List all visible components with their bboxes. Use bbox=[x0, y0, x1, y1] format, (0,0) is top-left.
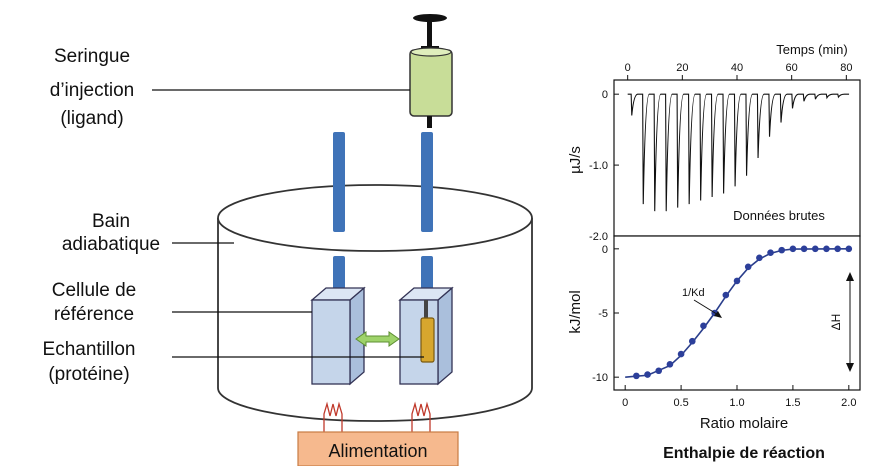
raw-data-x-tick-label: 20 bbox=[676, 62, 688, 74]
integrated-data-point bbox=[778, 246, 786, 254]
raw-data-x-tick-label: 0 bbox=[625, 62, 631, 74]
integrated-points bbox=[633, 245, 853, 380]
raw-data-x-tick-label: 40 bbox=[731, 62, 743, 74]
integrated-y-tick-label: -10 bbox=[592, 372, 608, 384]
integrated-panel: Ratio molaire kJ/mol Enthalpie de réacti… bbox=[567, 235, 861, 462]
reference-label-line1: Cellule de bbox=[52, 280, 137, 301]
bath-label-line2: adiabatique bbox=[62, 234, 160, 255]
double-arrow-shape bbox=[355, 331, 400, 347]
sample-tube-upper bbox=[421, 132, 433, 232]
raw-data-y-ticks: 0 -1.0 -2.0 bbox=[589, 89, 619, 243]
integrated-x-tick-label: 1.5 bbox=[785, 397, 800, 409]
sample-cell-side bbox=[437, 286, 453, 386]
sample-label-line2: (protéine) bbox=[48, 364, 129, 385]
integrated-data-point bbox=[700, 322, 707, 330]
integrated-y-tick-label: -5 bbox=[598, 308, 608, 320]
integrated-x-tick-label: 2.0 bbox=[841, 397, 856, 409]
bath-wall bbox=[217, 218, 533, 422]
integrated-x-tick-label: 0 bbox=[622, 397, 628, 409]
itc-charts: Temps (min) µJ/s Données brutes 0 20 40 60 8… bbox=[567, 42, 861, 462]
raw-data-x-tick-label: 80 bbox=[840, 62, 852, 74]
integrated-data-point bbox=[767, 249, 774, 256]
syringe-plunger-rod bbox=[427, 18, 432, 48]
heater-wires bbox=[323, 401, 431, 432]
integrated-data-point bbox=[666, 361, 674, 368]
integrated-x-tick-label: 1.0 bbox=[729, 397, 744, 409]
sample-label-line1: Echantillon bbox=[43, 339, 136, 360]
integrated-data-point bbox=[733, 277, 741, 285]
integrated-frame bbox=[613, 235, 861, 391]
delta-h-arrow-top bbox=[846, 272, 854, 281]
integrated-x-axis-title: Ratio molaire bbox=[700, 415, 788, 432]
syringe-barrel-top bbox=[410, 47, 452, 57]
syringe-label-line2: d’injection bbox=[50, 80, 135, 101]
integrated-data-point bbox=[722, 291, 730, 299]
raw-data-x-tick-label: 60 bbox=[786, 62, 798, 74]
itc-apparatus-diagram: Alimentation Seringue d’injection (ligan… bbox=[43, 14, 533, 466]
integrated-data-point bbox=[688, 337, 696, 345]
syringe-needle-hub bbox=[427, 116, 432, 128]
integrated-data-point bbox=[677, 350, 685, 358]
syringe-label-line1: Seringue bbox=[54, 46, 130, 67]
reference-tube-lower bbox=[333, 256, 345, 296]
integrated-x-ticks: 0 0.5 1.0 1.5 2.0 bbox=[622, 385, 856, 409]
delta-h-annotation: ΔH bbox=[829, 314, 843, 331]
syringe-barrel bbox=[409, 49, 453, 117]
raw-data-y-axis-title: µJ/s bbox=[567, 146, 584, 174]
raw-data-y-tick-label: -2.0 bbox=[589, 231, 608, 243]
power-supply-box bbox=[297, 431, 459, 466]
injection-syringe bbox=[409, 14, 453, 128]
integrated-data-point bbox=[756, 254, 763, 262]
reference-cell-front bbox=[311, 299, 351, 385]
bath-rim bbox=[217, 184, 533, 252]
integrated-y-tick-label: 0 bbox=[602, 244, 608, 256]
reference-tube-upper bbox=[333, 132, 345, 232]
reference-heater-wire bbox=[323, 401, 343, 432]
heat-exchange-arrow bbox=[355, 331, 400, 347]
delta-h-arrow-bottom bbox=[846, 363, 854, 372]
sample-cell bbox=[398, 286, 454, 386]
adiabatic-bath bbox=[217, 184, 533, 422]
kd-arrow-line bbox=[693, 299, 721, 317]
integrated-data-point bbox=[834, 245, 841, 253]
integrated-x-tick-label: 0.5 bbox=[673, 397, 688, 409]
raw-data-annotation: Données brutes bbox=[733, 208, 825, 223]
integrated-data-point bbox=[789, 245, 797, 253]
leader-lines bbox=[152, 89, 424, 358]
integrated-data-point bbox=[655, 367, 663, 375]
reference-label-line2: référence bbox=[54, 304, 134, 325]
integrated-data-point bbox=[823, 245, 830, 253]
bath-label-line1: Bain bbox=[92, 211, 130, 232]
integrated-data-point bbox=[644, 371, 651, 378]
sample-heater-wire bbox=[411, 401, 431, 432]
kd-annotation: 1/Kd bbox=[682, 287, 705, 299]
integrated-data-point bbox=[744, 263, 752, 271]
power-supply-label: Alimentation bbox=[328, 441, 427, 461]
integrated-data-point bbox=[845, 245, 853, 253]
integrated-y-ticks: 0 -5 -10 bbox=[592, 244, 619, 384]
integrated-data-point bbox=[633, 372, 640, 380]
integrated-data-point bbox=[811, 245, 819, 253]
integrated-data-point bbox=[800, 245, 808, 253]
integrated-y-axis-title: kJ/mol bbox=[567, 290, 584, 333]
syringe-needle bbox=[424, 300, 428, 320]
raw-data-trace-line bbox=[627, 93, 850, 212]
sample-sensor bbox=[420, 317, 435, 363]
raw-data-x-axis-title: Temps (min) bbox=[776, 42, 848, 57]
sample-tube-lower bbox=[421, 256, 433, 296]
kd-arrow-head bbox=[714, 311, 722, 318]
raw-data-y-tick-label: -1.0 bbox=[589, 160, 608, 172]
raw-data-panel: Temps (min) µJ/s Données brutes 0 20 40 60 8… bbox=[567, 42, 861, 243]
integrated-chart-title: Enthalpie de réaction bbox=[663, 445, 825, 462]
reference-cell bbox=[310, 286, 366, 386]
raw-data-trace bbox=[627, 93, 850, 212]
syringe-label-line3: (ligand) bbox=[60, 108, 123, 129]
raw-data-y-tick-label: 0 bbox=[602, 89, 608, 101]
raw-data-x-ticks: 0 20 40 60 80 bbox=[625, 62, 852, 80]
